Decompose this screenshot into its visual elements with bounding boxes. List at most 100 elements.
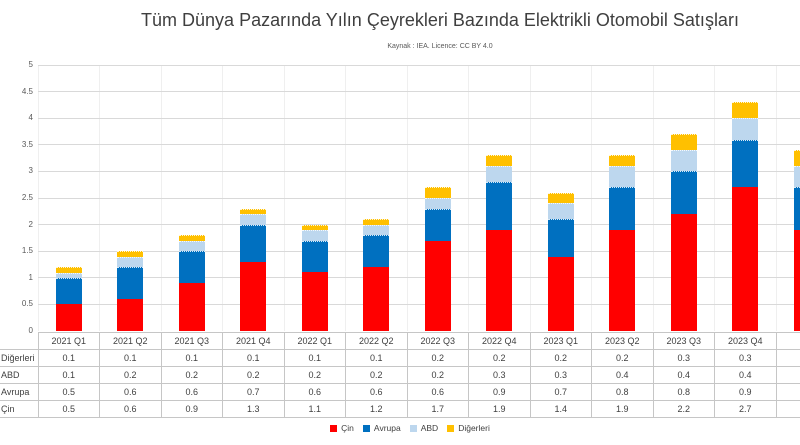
bar-segment-diğerleri [670,134,697,151]
table-col-header: 2022 Q4 [468,332,531,350]
bar-segment-diğerleri [55,267,82,273]
table-cell: 1.1 [283,400,346,418]
table-cell: 0.2 [529,349,592,367]
gridline [38,91,800,93]
bar-segment-diğerleri [424,187,451,199]
bar-segment-çin [486,229,513,331]
table-row-header-avrupa: Avrupa [0,383,39,401]
table-cell: 0.1 [222,349,285,367]
table-cell: 0.2 [160,366,223,384]
table-cell: 0.9 [468,383,531,401]
table-cell: 0.5 [37,400,100,418]
table-cell: 0.3 [652,349,715,367]
bar-2023-q4 [732,102,759,331]
gridline [38,250,800,252]
bar-segment-çin [301,272,328,331]
bar-segment-diğerleri [486,155,513,167]
gridline [38,144,800,146]
table-cell: 0.8 [652,383,715,401]
gridline [38,170,800,172]
bar-segment-abd [301,229,328,241]
table-cell: 1.9 [468,400,531,418]
table-col-header: 2023 Q2 [591,332,654,350]
table-cell [775,383,800,401]
bar-segment-avrupa [670,171,697,214]
bar-segment-çin [609,229,636,331]
table-col-header: 2022 Q1 [283,332,346,350]
table-cell: 0.6 [345,383,408,401]
y-axis-tick-label: 4.5 [21,86,33,96]
table-col-header: 2021 Q2 [99,332,162,350]
bar-segment-çin [363,267,390,331]
table-cell: 0.2 [222,366,285,384]
y-axis-tick-label: 3.5 [21,139,33,149]
table-cell: 0.8 [591,383,654,401]
table-col-header: 2022 Q3 [406,332,469,350]
gridline [38,197,800,199]
table-cell: 0.3 [529,366,592,384]
gridline [38,224,800,226]
bar-segment-çin [424,240,451,331]
bar-segment-diğerleri [547,192,574,204]
bar-segment-abd [547,203,574,220]
table-cell: 0.9 [714,383,777,401]
table-cell: 0.1 [37,349,100,367]
bar-segment-abd [424,198,451,209]
table-row-header-abd: ABD [0,366,39,384]
table-cell: 0.4 [714,366,777,384]
table-cell: 0.1 [283,349,346,367]
legend-swatch-icon [409,424,417,432]
bar-segment-avrupa [793,187,800,230]
table-cell: 1.2 [345,400,408,418]
y-axis-tick-label: 1.5 [21,246,33,256]
bar-2021-q1 [55,267,82,331]
y-axis-tick-label: 5 [28,60,33,69]
bar-2023-q2 [609,155,636,331]
bar-segment-avrupa [547,219,574,257]
table-col-header: 2021 Q1 [37,332,100,350]
legend-label: Çin [341,423,354,433]
bar-segment-çin [178,283,205,331]
legend-item-avrupa: Avrupa [362,423,401,433]
table-cell: 0.6 [99,400,162,418]
y-axis-tick-label: 2 [28,219,33,229]
bar-segment-avrupa [363,235,390,268]
table-cell: 0.3 [468,366,531,384]
table-cell: 0.7 [529,383,592,401]
table-cell: 0.1 [37,366,100,384]
legend-swatch-icon [447,424,455,432]
table-row: Avrupa 0.5 0.6 0.6 0.7 0.6 0.6 0.6 0.9 0.7 0.8 0.8 0… [0,383,800,401]
bar-partial-next-quarter [793,150,800,331]
bar-2022-q2 [363,219,390,331]
table-row: Diğerleri 0.1 0.1 0.1 0.1 0.1 0.1 0.2 0.2 0.2 0.2 0… [0,349,800,367]
bar-segment-avrupa [732,139,759,188]
table-row: ABD 0.1 0.2 0.2 0.2 0.2 0.2 0.2 0.3 0.3 0.4 0.4 0.4 [0,366,800,384]
legend-item-çin: Çin [330,423,354,433]
y-axis-tick-label: 4 [28,113,33,123]
bar-2022-q4 [486,155,513,331]
bar-segment-avrupa [55,277,82,305]
y-axis-tick-label: 1 [28,272,33,282]
bar-segment-diğerleri [301,224,328,230]
table-cell: 1.4 [529,400,592,418]
y-axis-tick-label: 0 [28,326,33,335]
bar-segment-çin [240,261,267,331]
plot-area [0,64,800,331]
bar-segment-avrupa [117,267,144,300]
y-axis-tick-label: 0.5 [21,299,33,309]
table-cell: 0.2 [283,366,346,384]
bar-segment-avrupa [486,182,513,230]
legend-item-diğerleri: Diğerleri [447,423,490,433]
table-col-header: 2021 Q3 [160,332,223,350]
table-cell: 0.6 [283,383,346,401]
bar-segment-abd [178,240,205,252]
table-cell: 0.2 [345,366,408,384]
bar-segment-abd [117,256,144,268]
bar-2023-q3 [670,134,697,331]
legend-label: Diğerleri [458,423,490,433]
table-cell: 0.3 [714,349,777,367]
bar-2021-q4 [240,208,267,331]
table-cell: 0.6 [160,383,223,401]
bar-segment-avrupa [178,251,205,284]
table-cell: 0.2 [406,349,469,367]
